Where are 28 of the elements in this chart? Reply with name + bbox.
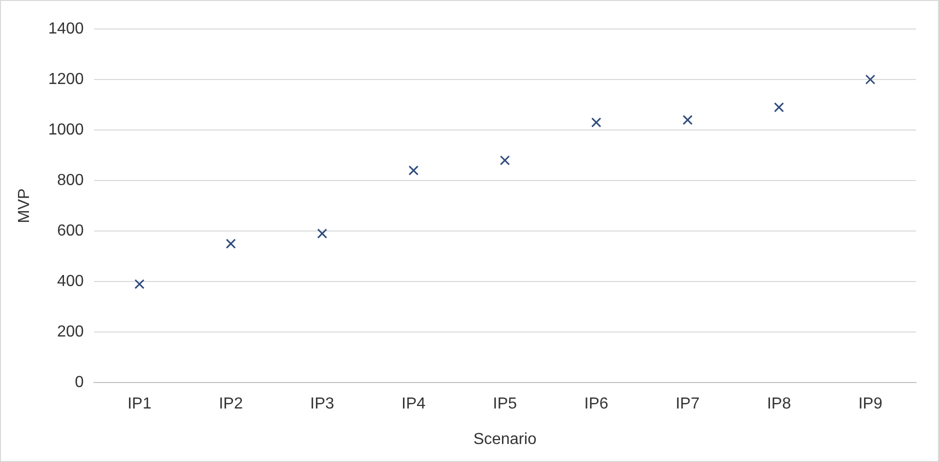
x-tick-label: IP4 — [402, 396, 426, 413]
x-tick-label: IP1 — [127, 396, 152, 413]
x-tick-label: IP6 — [584, 396, 608, 413]
y-axis-title: MVP — [16, 188, 34, 224]
x-tick-label: IP8 — [766, 396, 792, 413]
point — [226, 238, 236, 249]
y-tick-label: 200 — [57, 323, 84, 340]
y-tick-label: 0 — [74, 374, 84, 392]
point — [500, 155, 510, 166]
point — [317, 228, 328, 239]
point — [134, 279, 144, 290]
y-tick-label: 800 — [57, 172, 84, 189]
x-tick-label: IP3 — [310, 396, 334, 413]
x-axis-title: Scenario — [473, 430, 537, 448]
point — [591, 117, 602, 128]
x-tick-label: IP5 — [492, 396, 518, 413]
x-tick-label: IP9 — [858, 396, 882, 413]
x-tick-label: IP2 — [218, 396, 243, 413]
x-tick-label: IP7 — [676, 396, 700, 413]
point — [774, 102, 784, 112]
y-tick-label: 600 — [57, 222, 84, 240]
y-tick-label: 1400 — [48, 20, 84, 38]
point — [408, 165, 419, 176]
y-tick-label: 1200 — [48, 70, 84, 88]
y-tick-label: 1000 — [48, 121, 84, 138]
point — [865, 74, 876, 85]
point — [682, 114, 693, 125]
y-tick-label: 400 — [57, 272, 84, 290]
